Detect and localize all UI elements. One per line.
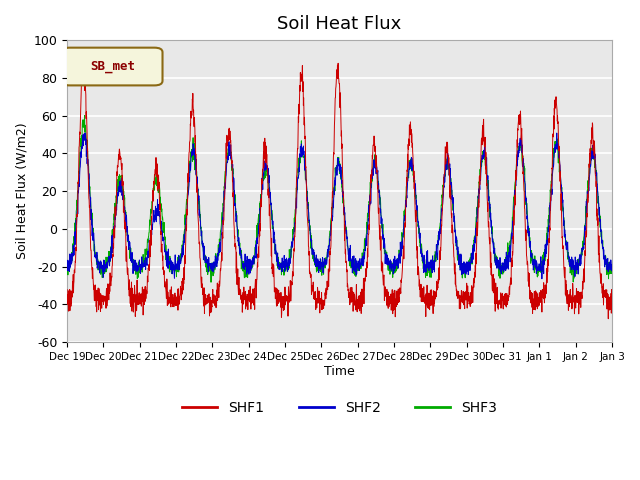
SHF2 [553,130,561,136]
SHF3 [368,185,376,191]
FancyBboxPatch shape [61,48,163,85]
SHF2 [355,261,363,266]
SHF3 [499,264,506,270]
SHF3 [63,260,71,266]
Line: SHF2: SHF2 [67,133,612,279]
SHF3 [608,267,616,273]
SHF1 [356,294,364,300]
SHF2 [538,276,546,282]
SHF2 [215,245,223,251]
SHF2 [498,264,506,270]
SHF3 [216,239,223,244]
SHF1 [608,300,616,305]
SHF3 [356,264,364,270]
SHF1 [560,268,568,274]
SHF2 [367,187,375,193]
Line: SHF3: SHF3 [67,116,612,282]
X-axis label: Time: Time [324,364,355,378]
Line: SHF1: SHF1 [67,56,612,319]
SHF1 [367,180,375,186]
SHF1 [81,53,88,59]
SHF1 [216,278,223,284]
SHF1 [63,287,71,292]
Legend: SHF1, SHF2, SHF3: SHF1, SHF2, SHF3 [177,396,502,421]
SHF2 [561,234,568,240]
SHF3 [81,113,88,119]
SHF2 [63,258,71,264]
SHF2 [575,259,583,264]
SHF1 [498,291,506,297]
SHF1 [575,289,583,295]
SHF3 [561,219,568,225]
SHF3 [207,279,215,285]
Title: Soil Heat Flux: Soil Heat Flux [278,15,402,33]
Text: SB_met: SB_met [90,60,135,73]
SHF2 [608,265,616,271]
SHF1 [604,316,612,322]
SHF3 [575,261,583,266]
Y-axis label: Soil Heat Flux (W/m2): Soil Heat Flux (W/m2) [15,123,28,259]
